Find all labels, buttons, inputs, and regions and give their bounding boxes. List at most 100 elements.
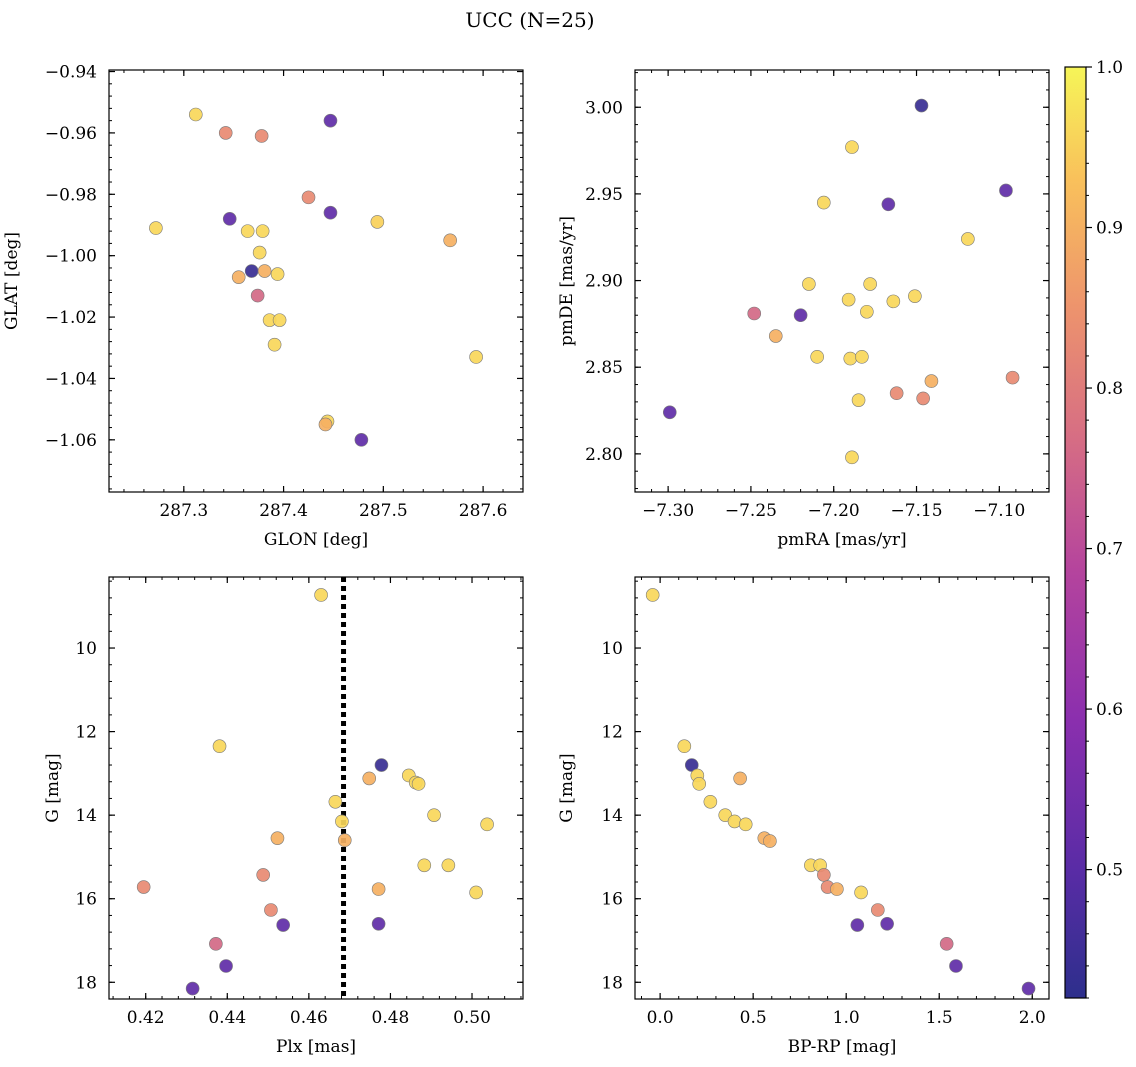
scatter-point	[314, 588, 328, 602]
scatter-point	[843, 351, 858, 366]
scatter-point	[924, 374, 939, 388]
x-tick-label: 2.0	[1019, 1008, 1046, 1028]
axes-frame	[634, 576, 1050, 1000]
scatter-point	[863, 277, 877, 291]
x-tick-label: 1.0	[833, 1008, 860, 1028]
scatter-point	[703, 794, 718, 809]
x-axis-label: pmRA [mas/yr]	[777, 530, 906, 550]
scatter-point	[318, 417, 333, 432]
colorbar-tick-label: 0.5	[1096, 861, 1123, 881]
x-tick-label: 287.3	[159, 501, 208, 521]
x-tick-label: 0.42	[127, 1008, 165, 1028]
scatter-point	[301, 190, 316, 205]
colorbar-tick-label: 0.6	[1096, 700, 1123, 720]
x-tick-label: −7.20	[808, 501, 860, 521]
x-axis-label: BP-RP [mag]	[788, 1037, 897, 1057]
scatter-point	[270, 267, 285, 281]
colorbar: 0.5 0.6 0.7 0.8 0.9 1.0	[1064, 58, 1123, 999]
scatter-point	[738, 817, 753, 832]
y-tick-label: −0.94	[45, 63, 97, 83]
scatter-point	[257, 264, 272, 278]
scatter-point	[212, 739, 227, 754]
scatter-point	[747, 306, 762, 321]
scatter-point	[727, 814, 742, 829]
scatter-point	[860, 304, 874, 319]
scatter-point	[411, 777, 426, 791]
scatter-point	[916, 391, 930, 406]
scatter-point	[961, 232, 975, 246]
scatter-point	[810, 350, 824, 364]
y-tick-label: 18	[75, 973, 97, 993]
y-tick-label: 3.00	[585, 98, 623, 118]
scatter-point	[219, 959, 233, 973]
scatter-panel-4: 0.0 0.5 1.0 1.5 2.0 10 12 14 16 18 BP-RP [mag] G [m…	[557, 576, 1050, 1057]
scatter-point	[185, 981, 200, 996]
scatter-point	[480, 817, 494, 832]
scatter-point	[441, 858, 456, 873]
scatter-point	[889, 386, 904, 401]
scatter-point	[881, 197, 896, 212]
scatter-point	[267, 337, 282, 352]
scatter-point	[254, 129, 269, 143]
colorbar-tick-label: 0.8	[1096, 379, 1123, 399]
scatter-point	[337, 833, 352, 848]
scatter-point	[1005, 370, 1020, 385]
scatter-point	[188, 107, 203, 122]
scatter-point	[250, 288, 265, 303]
scatter-point	[684, 758, 699, 772]
y-tick-label: 18	[601, 973, 623, 993]
scatter-point	[244, 264, 259, 278]
y-tick-label: 16	[75, 890, 97, 910]
x-tick-label: 287.5	[359, 501, 408, 521]
scatter-point	[802, 277, 816, 291]
axes-frame	[634, 69, 1050, 493]
scatter-point	[841, 292, 856, 307]
scatter-panel-1: 287.3 287.4 287.5 287.6 −1.06 −1.04 −1.02 −1.00…	[2, 63, 524, 550]
scatter-point	[362, 771, 377, 786]
scatter-point	[886, 294, 901, 309]
y-axis-label: pmDE [mas/yr]	[557, 216, 577, 346]
x-tick-label: 0.46	[290, 1008, 328, 1028]
y-axis-label: G [mag]	[557, 753, 577, 822]
colorbar-tick-label: 1.0	[1096, 58, 1123, 78]
scatter-point	[370, 215, 385, 229]
y-tick-label: −0.96	[45, 124, 97, 144]
y-axis-label: GLAT [deg]	[2, 232, 22, 330]
scatter-point	[645, 588, 660, 602]
y-tick-label: 12	[75, 723, 97, 743]
x-tick-label: 287.4	[259, 501, 308, 521]
scatter-point	[272, 313, 287, 327]
x-tick-label: 0.0	[647, 1008, 674, 1028]
scatter-point	[999, 183, 1013, 198]
scatter-point	[850, 918, 865, 932]
scatter-point	[1021, 981, 1036, 996]
scatter-point	[264, 903, 278, 917]
scatter-point	[374, 758, 389, 772]
scatter-point	[443, 233, 457, 248]
y-tick-label: −1.04	[45, 369, 97, 389]
x-tick-label: 1.5	[926, 1008, 953, 1028]
scatter-point	[692, 777, 706, 791]
y-tick-label: −1.02	[45, 308, 97, 328]
scatter-point	[354, 433, 369, 447]
y-tick-label: −1.06	[45, 431, 97, 451]
colorbar-tick-label: 0.7	[1096, 540, 1123, 560]
scatter-point	[677, 739, 692, 754]
scatter-point	[371, 916, 386, 931]
scatter-point	[949, 959, 963, 973]
axes-frame	[108, 69, 524, 493]
scatter-point	[209, 937, 223, 951]
colorbar-gradient	[1065, 67, 1086, 998]
scatter-point	[914, 98, 929, 113]
scatter-point	[793, 308, 808, 323]
y-tick-label: 14	[75, 806, 97, 826]
scatter-panel-3: 0.42 0.44 0.46 0.48 0.50 10 12 14 16 18 Plx [mas] G…	[43, 576, 524, 1057]
x-tick-label: −7.30	[642, 501, 694, 521]
scatter-point	[417, 858, 432, 873]
y-tick-label: 10	[75, 639, 97, 659]
x-tick-label: 0.5	[740, 1008, 767, 1028]
x-tick-label: −7.15	[890, 501, 942, 521]
scatter-point	[817, 868, 831, 882]
scatter-point	[371, 882, 386, 896]
